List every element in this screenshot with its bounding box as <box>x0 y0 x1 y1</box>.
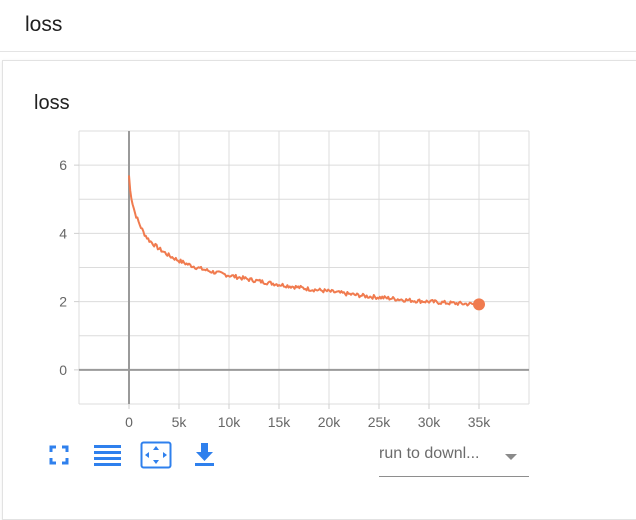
loss-series-endpoint <box>473 298 485 311</box>
expand-icon <box>140 441 172 469</box>
chart-card: loss 0 5k 10k 15k 20k 25k 30k 35k 0 2 4 6 <box>2 60 636 520</box>
x-tick-label: 10k <box>218 414 242 430</box>
y-tick-label: 6 <box>59 157 67 173</box>
y-tick-label: 0 <box>59 362 67 378</box>
x-tick-label: 0 <box>125 414 133 430</box>
toggle-log-scale-icon <box>94 445 121 466</box>
section-title: loss <box>25 13 63 36</box>
x-tick-label: 5k <box>172 414 188 430</box>
fit-domain-button[interactable] <box>45 441 73 469</box>
x-tick-label: 20k <box>318 414 342 430</box>
x-tick-label: 35k <box>468 414 492 430</box>
download-button[interactable] <box>191 441 219 469</box>
toggle-log-scale-button[interactable] <box>93 441 121 469</box>
section-header: loss <box>0 0 636 52</box>
run-select[interactable]: run to downl... <box>379 443 529 477</box>
fit-domain-icon <box>49 445 69 465</box>
chart-title: loss <box>34 92 70 114</box>
chevron-down-icon <box>505 454 517 460</box>
expand-chart-button[interactable] <box>140 441 172 469</box>
loss-series-line <box>128 175 479 307</box>
download-icon <box>195 443 214 466</box>
y-tick-label: 2 <box>59 294 67 310</box>
x-tick-label: 30k <box>418 414 442 430</box>
x-tick-label: 15k <box>268 414 292 430</box>
x-tick-label: 25k <box>368 414 392 430</box>
y-tick-label: 4 <box>59 225 67 241</box>
loss-chart: 0 5k 10k 15k 20k 25k 30k 35k 0 2 4 6 <box>59 130 530 430</box>
run-select-value: run to downl... <box>379 445 480 462</box>
